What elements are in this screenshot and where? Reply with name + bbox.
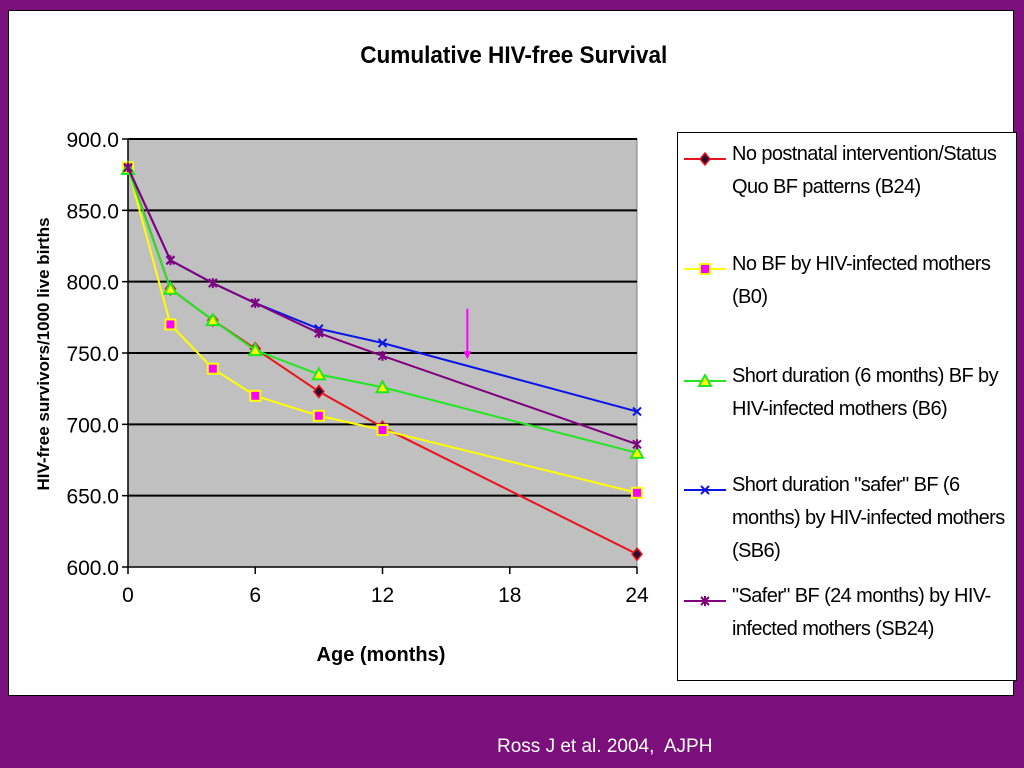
diamond-marker [631, 546, 643, 562]
data-point [629, 444, 645, 459]
data-point [631, 486, 643, 499]
legend-marker-sb24 [684, 596, 726, 606]
star-marker [165, 255, 176, 266]
chart-title: Cumulative HIV-free Survival [360, 41, 667, 68]
x-marker [632, 406, 642, 417]
chart-panel: Cumulative HIV-free Survival 600.0 650.0 7… [8, 10, 1017, 696]
y-axis-label: HIV-free survivors/1000 live births [34, 217, 53, 490]
star-marker [208, 278, 218, 289]
series-4 [123, 162, 642, 450]
data-point [632, 406, 642, 417]
star-marker [377, 350, 388, 361]
triangle-marker [162, 280, 179, 295]
star-marker [250, 298, 260, 309]
data-point [250, 298, 260, 309]
legend-label-b0: No BF by HIV-infected mothers (B0) [732, 253, 991, 308]
x-marker [377, 338, 388, 348]
star-marker [314, 328, 324, 339]
y-tick-label: 750.0 [66, 343, 119, 366]
star-marker [123, 162, 133, 173]
x-marker [700, 485, 710, 495]
legend-label-sb6: Short duration "safer" BF (6 months) by … [732, 474, 1005, 562]
square-marker [206, 362, 219, 375]
data-point [700, 485, 710, 495]
data-point [208, 278, 218, 289]
data-point [699, 152, 711, 166]
annotation-arrow [463, 308, 472, 360]
y-tick-label: 600.0 [66, 557, 119, 580]
square-marker [699, 263, 711, 275]
x-axis-label: Age (months) [317, 644, 446, 666]
square-marker [312, 409, 325, 422]
data-point [206, 362, 219, 375]
data-point [376, 424, 389, 437]
data-point [205, 312, 221, 327]
diamond-marker [312, 384, 325, 399]
data-point [631, 546, 643, 562]
square-marker [631, 486, 643, 499]
legend-marker-b24 [684, 152, 726, 166]
data-point [697, 374, 713, 387]
data-point [311, 366, 327, 381]
square-marker [164, 318, 177, 331]
data-point [123, 162, 133, 173]
chart-svg: Cumulative HIV-free Survival 600.0 650.0 7… [34, 41, 667, 666]
square-marker [376, 424, 389, 437]
diamond-marker [699, 152, 711, 166]
data-point [165, 255, 176, 266]
citation: Ross J et al. 2004, AJPH [497, 736, 713, 757]
triangle-marker [374, 379, 391, 394]
data-point [700, 596, 710, 606]
data-point [247, 342, 263, 357]
data-point [632, 439, 642, 450]
legend-label-b24: No postnatal intervention/Status Quo BF … [732, 143, 997, 198]
legend-label-sb24: "Safer" BF (24 months) by HIV-infected m… [732, 585, 991, 640]
data-point [312, 384, 325, 399]
y-tick-label: 700.0 [66, 414, 119, 437]
series-2 [120, 160, 645, 459]
data-point [314, 328, 324, 339]
data-point [377, 350, 388, 361]
x-tick-label: 24 [625, 584, 649, 607]
triangle-marker [311, 366, 327, 381]
x-tick-label: 18 [498, 584, 521, 607]
legend: No postnatal intervention/Status Quo BF … [677, 132, 1017, 681]
triangle-marker [247, 342, 263, 357]
data-point [164, 318, 177, 331]
star-marker [700, 596, 710, 606]
legend-marker-b6 [684, 374, 726, 387]
triangle-marker [697, 374, 713, 387]
arrow-head [463, 351, 472, 360]
star-marker [632, 439, 642, 450]
x-tick-label: 0 [122, 584, 134, 607]
square-marker [249, 389, 262, 402]
legend-marker-sb6 [684, 485, 726, 495]
legend-label-b6: Short duration (6 months) BF by HIV-infe… [732, 365, 999, 420]
data-point [249, 389, 262, 402]
y-tick-label: 900.0 [66, 129, 119, 152]
y-tick-label: 850.0 [66, 200, 119, 223]
triangle-marker [629, 444, 645, 459]
data-point [312, 409, 325, 422]
data-point [374, 379, 391, 394]
x-tick-label: 6 [249, 584, 261, 607]
data-point [162, 280, 179, 295]
data-point [699, 263, 711, 275]
triangle-marker [205, 312, 221, 327]
x-tick-label: 12 [371, 584, 394, 607]
y-tick-label: 800.0 [66, 272, 119, 295]
legend-marker-b0 [684, 263, 726, 275]
y-tick-label: 650.0 [66, 486, 119, 509]
data-point [377, 338, 388, 348]
